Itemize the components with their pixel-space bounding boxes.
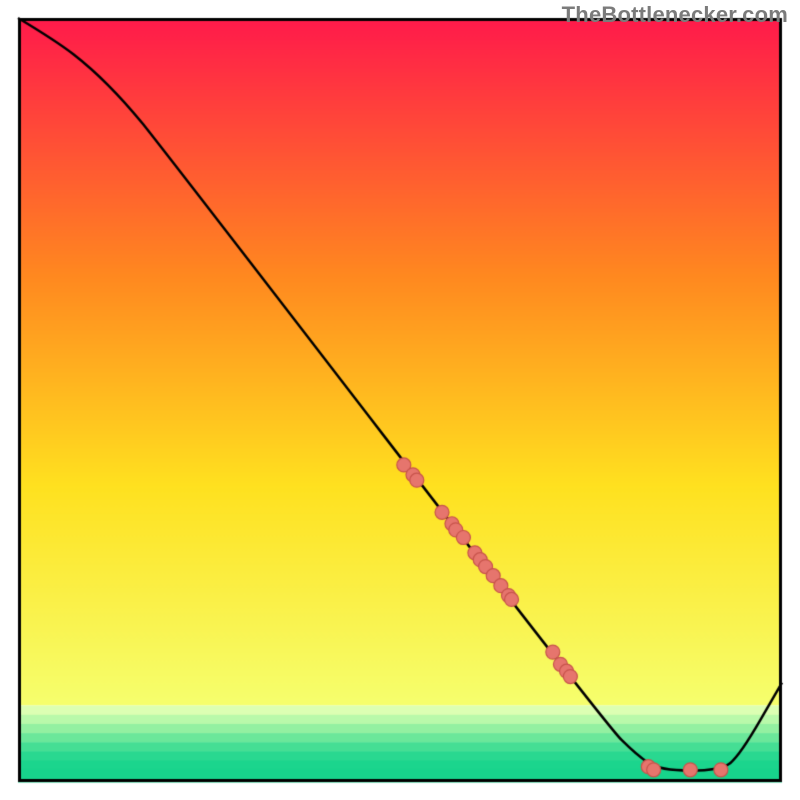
chart-container: TheBottlenecker.com [0, 0, 800, 800]
bottleneck-curve-chart [0, 0, 800, 800]
source-watermark: TheBottlenecker.com [562, 2, 788, 28]
